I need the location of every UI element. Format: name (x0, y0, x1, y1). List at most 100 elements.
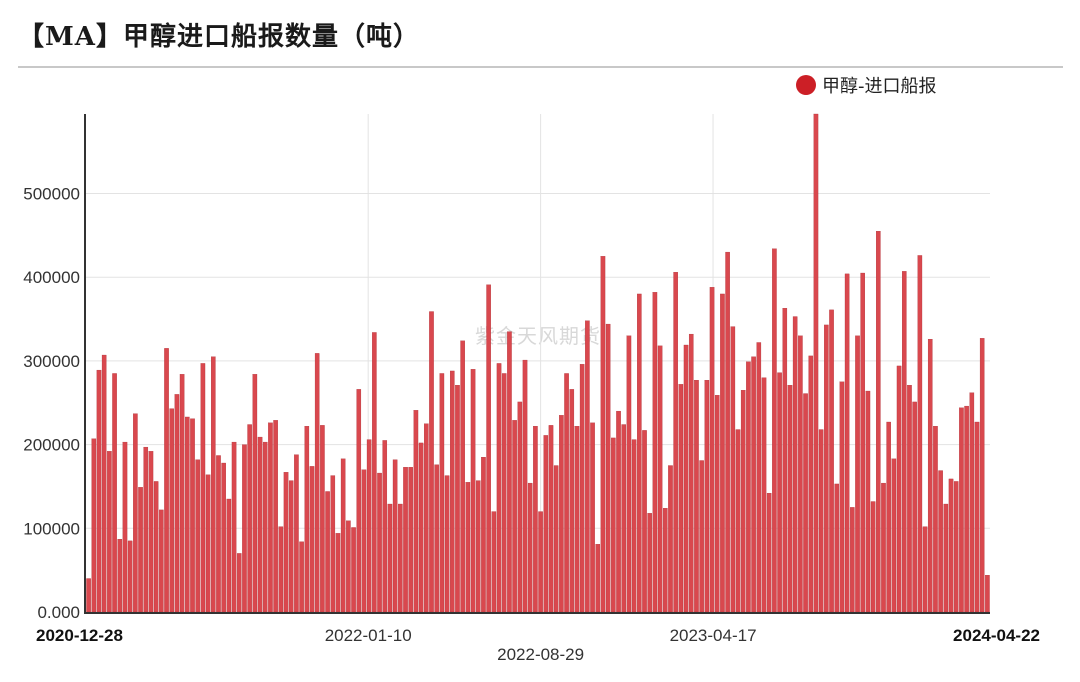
bar[interactable] (320, 425, 325, 613)
bar[interactable] (96, 369, 102, 613)
bar[interactable] (818, 429, 824, 613)
bar[interactable] (922, 526, 928, 613)
bar[interactable] (688, 333, 694, 613)
bar[interactable] (429, 311, 434, 613)
bar[interactable] (455, 385, 460, 613)
bar[interactable] (460, 340, 465, 613)
bar[interactable] (579, 364, 585, 613)
bar[interactable] (740, 390, 746, 613)
bar[interactable] (559, 415, 564, 613)
bar[interactable] (361, 469, 367, 613)
bar[interactable] (481, 457, 486, 613)
bar[interactable] (408, 467, 413, 613)
bar[interactable] (366, 439, 372, 613)
bar[interactable] (870, 501, 876, 613)
bar[interactable] (761, 377, 767, 613)
bar[interactable] (985, 575, 990, 613)
bar[interactable] (517, 401, 523, 613)
bar[interactable] (777, 372, 782, 613)
bar[interactable] (325, 491, 330, 613)
bar[interactable] (439, 373, 445, 613)
bar[interactable] (117, 539, 123, 613)
bar[interactable] (730, 326, 736, 613)
bar[interactable] (174, 394, 180, 613)
bar[interactable] (527, 482, 533, 613)
bar[interactable] (200, 363, 206, 613)
bar[interactable] (465, 482, 471, 613)
bar[interactable] (600, 256, 606, 613)
bar[interactable] (299, 541, 304, 613)
bar[interactable] (205, 474, 211, 613)
bar[interactable] (933, 426, 938, 613)
bar[interactable] (392, 459, 398, 613)
bar[interactable] (372, 332, 377, 613)
bar[interactable] (148, 451, 154, 613)
bar[interactable] (886, 421, 891, 613)
bar[interactable] (844, 273, 850, 613)
bar[interactable] (590, 422, 595, 613)
bar[interactable] (403, 467, 408, 613)
bar[interactable] (252, 374, 258, 613)
bar[interactable] (709, 287, 715, 613)
bar[interactable] (304, 426, 310, 613)
bar[interactable] (314, 353, 320, 613)
bar[interactable] (772, 248, 777, 613)
bar[interactable] (829, 309, 834, 613)
bar[interactable] (553, 465, 559, 613)
bar[interactable] (538, 511, 543, 613)
bar[interactable] (647, 513, 652, 613)
bar[interactable] (330, 475, 336, 613)
bar[interactable] (626, 335, 632, 613)
bar[interactable] (964, 405, 969, 613)
bar[interactable] (179, 374, 185, 613)
bar[interactable] (850, 507, 855, 613)
bar[interactable] (735, 429, 741, 613)
bar[interactable] (356, 389, 362, 613)
bar[interactable] (335, 533, 341, 613)
bar[interactable] (714, 395, 720, 613)
bar[interactable] (751, 356, 756, 613)
bar[interactable] (798, 335, 803, 613)
bar[interactable] (834, 483, 840, 613)
bar[interactable] (153, 481, 159, 613)
bar[interactable] (278, 526, 284, 613)
bar[interactable] (746, 361, 751, 613)
bar[interactable] (969, 392, 975, 613)
bar[interactable] (398, 503, 403, 613)
bar[interactable] (101, 354, 107, 613)
bar[interactable] (496, 363, 502, 613)
bar[interactable] (782, 308, 788, 613)
bar[interactable] (112, 373, 117, 613)
bar[interactable] (543, 435, 549, 613)
bar[interactable] (876, 231, 881, 613)
bar[interactable] (605, 323, 611, 613)
bar[interactable] (616, 410, 621, 613)
bar[interactable] (839, 381, 845, 613)
legend[interactable]: 甲醇-进口船报 (796, 72, 937, 98)
bar[interactable] (533, 426, 538, 613)
bar[interactable] (959, 407, 964, 613)
bar[interactable] (948, 478, 954, 613)
bar[interactable] (824, 324, 829, 613)
bar[interactable] (548, 425, 554, 613)
bar[interactable] (86, 578, 91, 613)
bar[interactable] (273, 420, 278, 613)
bar[interactable] (507, 331, 512, 613)
bar[interactable] (595, 544, 601, 613)
bar[interactable] (621, 424, 627, 613)
bar[interactable] (865, 390, 871, 613)
bar[interactable] (678, 384, 684, 613)
bar[interactable] (668, 465, 673, 613)
bar[interactable] (195, 459, 200, 613)
bar[interactable] (720, 293, 725, 613)
bar[interactable] (491, 511, 497, 613)
bar[interactable] (673, 272, 678, 613)
bar[interactable] (486, 284, 491, 613)
bar[interactable] (803, 393, 808, 613)
bar[interactable] (704, 380, 710, 613)
bar[interactable] (611, 437, 616, 613)
bar[interactable] (346, 520, 351, 613)
bar[interactable] (663, 508, 668, 613)
bar[interactable] (470, 369, 476, 613)
bar[interactable] (377, 472, 382, 613)
